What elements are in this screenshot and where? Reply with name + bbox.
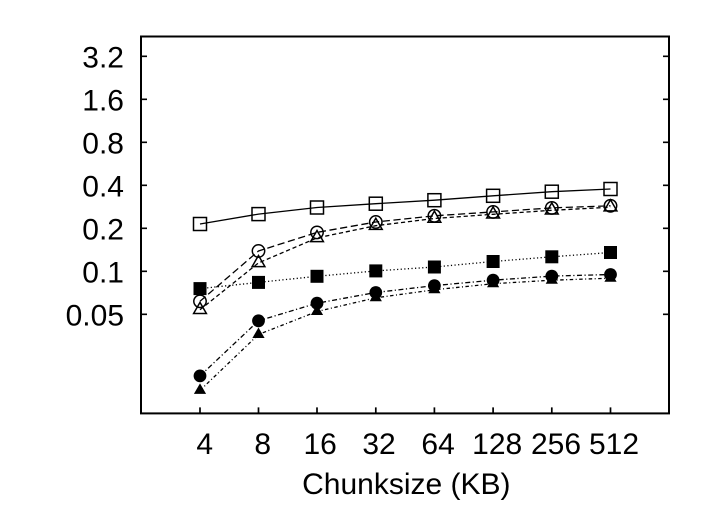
svg-text:64: 64 xyxy=(421,428,454,461)
svg-text:0.8: 0.8 xyxy=(82,127,124,160)
svg-text:16: 16 xyxy=(304,428,337,461)
svg-text:128: 128 xyxy=(472,428,522,461)
svg-text:0.05: 0.05 xyxy=(66,299,124,332)
svg-text:0.4: 0.4 xyxy=(82,170,124,203)
svg-text:512: 512 xyxy=(589,428,639,461)
svg-text:0.2: 0.2 xyxy=(82,213,124,246)
svg-text:Chunksize (KB): Chunksize (KB) xyxy=(302,468,510,501)
svg-text:4: 4 xyxy=(196,428,213,461)
svg-text:256: 256 xyxy=(531,428,581,461)
svg-text:0.1: 0.1 xyxy=(82,256,124,289)
svg-text:1.6: 1.6 xyxy=(82,84,124,117)
svg-text:32: 32 xyxy=(362,428,395,461)
svg-text:3.2: 3.2 xyxy=(82,41,124,74)
svg-text:8: 8 xyxy=(254,428,271,461)
